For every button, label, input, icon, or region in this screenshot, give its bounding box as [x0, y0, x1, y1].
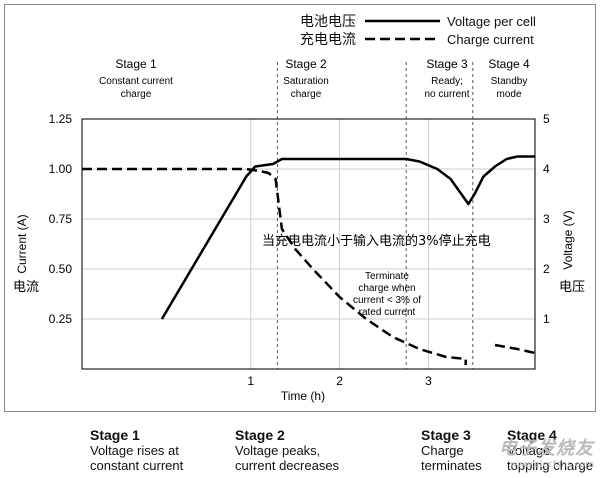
- stage-2-desc-1: Saturation: [283, 76, 329, 87]
- annotation-terminate-2: charge when: [358, 283, 415, 294]
- stage-2-title: Stage 2: [285, 57, 327, 71]
- stage-2-desc-2: charge: [291, 89, 322, 100]
- x-axis-label: Time (h): [281, 389, 325, 403]
- stage-1-desc-2: charge: [121, 89, 152, 100]
- stage-4-title: Stage 4: [488, 57, 530, 71]
- y-right-tick-label: 3: [543, 212, 550, 226]
- stage-headers: Stage 1 Constant current charge Stage 2 …: [99, 57, 530, 100]
- y-axis-left-label-cn: 电流: [13, 280, 39, 295]
- annotation-cn: 当充电电流小于输入电流的3%停止充电: [262, 233, 491, 249]
- watermark: 电子发烧友 www.elecfans.com: [499, 434, 594, 470]
- watermark-main: 电子发烧友: [499, 438, 594, 459]
- legend-voltage-cn: 电池电压: [300, 14, 356, 30]
- y-left-tick-label: 0.50: [49, 262, 73, 276]
- axis-ticks: 0.25 0.50 0.75 1.00 1.25 1 2 3 4 5 1 2 3: [49, 112, 550, 388]
- watermark-sub: www.elecfans.com: [510, 460, 594, 470]
- stage-boundaries: [276, 62, 474, 369]
- bottom-stage-3-line-2: terminates: [421, 458, 482, 473]
- stage-3-desc-2: no current: [424, 89, 469, 100]
- stage-1-title: Stage 1: [115, 57, 157, 71]
- bottom-stage-4-line-2: topping charge: [507, 458, 594, 473]
- stage-4-desc-2: mode: [496, 89, 521, 100]
- bottom-stage-1-line-2: constant current: [90, 458, 184, 473]
- y-left-tick-label: 0.25: [49, 312, 73, 326]
- current-series-line: [494, 343, 536, 355]
- legend-current-cn: 充电电流: [300, 32, 356, 48]
- bottom-stage-1: Stage 1 Voltage rises at constant curren…: [90, 427, 184, 474]
- bottom-stage-2-line-2: current decreases: [235, 458, 340, 473]
- bottom-stage-1-title: Stage 1: [90, 427, 140, 443]
- y-right-tick-label: 2: [543, 262, 550, 276]
- y-axis-right-label-cn: 电压: [559, 280, 585, 295]
- legend-current-label: Charge current: [447, 32, 534, 47]
- annotation-terminate-3: current < 3% of: [353, 295, 421, 306]
- x-tick-label: 1: [247, 374, 254, 388]
- stage-4-desc-1: Standby: [491, 76, 528, 87]
- bottom-stage-4: Stage 4 Voltage topping charge: [507, 427, 594, 474]
- y-right-tick-label: 1: [543, 312, 550, 326]
- chart-frame: [4, 4, 596, 412]
- y-left-tick-label: 1.00: [49, 162, 73, 176]
- bottom-stage-3-line-1: Charge: [421, 443, 464, 458]
- bottom-stage-4-line-1: Voltage: [507, 443, 551, 458]
- bottom-stage-4-title: Stage 4: [507, 427, 557, 443]
- x-tick-label: 3: [425, 374, 432, 388]
- y-right-tick-label: 5: [543, 112, 550, 126]
- legend-voltage-label: Voltage per cell: [447, 14, 536, 29]
- bottom-stage-2-line-1: Voltage peaks,: [235, 443, 321, 458]
- stage-3-title: Stage 3: [426, 57, 468, 71]
- plot-area: [81, 118, 536, 370]
- annotation-terminate-1: Terminate: [365, 271, 409, 282]
- stage-1-desc-1: Constant current: [99, 76, 173, 87]
- stage-3-desc-1: Ready;: [431, 76, 463, 87]
- current-series-line: [82, 167, 467, 365]
- voltage-series-line: [160, 155, 535, 320]
- y-right-tick-label: 4: [543, 162, 550, 176]
- bottom-stage-2-title: Stage 2: [235, 427, 285, 443]
- x-tick-label: 2: [336, 374, 343, 388]
- y-axis-right-label: Voltage (V): [561, 210, 575, 269]
- bottom-stage-3-title: Stage 3: [421, 427, 471, 443]
- series-layer: [82, 155, 536, 365]
- annotation-terminate-4: rated current: [359, 307, 416, 318]
- bottom-stage-1-line-1: Voltage rises at: [90, 443, 179, 458]
- y-left-tick-label: 0.75: [49, 212, 73, 226]
- bottom-stage-2: Stage 2 Voltage peaks, current decreases: [235, 427, 340, 474]
- y-left-tick-label: 1.25: [49, 112, 73, 126]
- bottom-stage-3: Stage 3 Charge terminates: [421, 427, 482, 474]
- y-axis-left-label: Current (A): [15, 214, 29, 273]
